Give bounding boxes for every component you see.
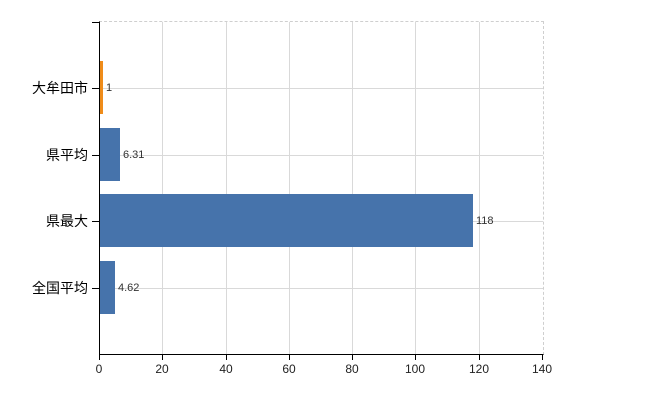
bar	[100, 61, 103, 114]
gridline-v	[226, 22, 227, 354]
bar	[100, 261, 115, 314]
bar-value-label: 118	[476, 215, 494, 227]
y-axis-tick	[92, 288, 99, 289]
x-axis-tick	[162, 355, 163, 360]
x-axis-tick	[479, 355, 480, 360]
y-axis-label: 県最大	[46, 213, 88, 229]
x-axis-tick	[352, 355, 353, 360]
x-axis-tick	[226, 355, 227, 360]
gridline-v	[162, 22, 163, 354]
x-axis-tick	[289, 355, 290, 360]
gridline-h	[100, 155, 543, 156]
gridline-v	[415, 22, 416, 354]
plot-area: 1 6.31 118 4.62	[99, 21, 544, 355]
x-axis-tick	[99, 355, 100, 360]
y-axis-label: 県平均	[46, 147, 88, 163]
bar-value-label: 6.31	[123, 149, 145, 161]
y-axis-label: 大牟田市	[32, 80, 88, 96]
x-axis-tick-label: 80	[345, 362, 359, 376]
x-axis-tick-label: 60	[282, 362, 296, 376]
gridline-v	[352, 22, 353, 354]
axis-cap-tick	[92, 22, 99, 23]
y-axis-label: 全国平均	[32, 280, 88, 296]
bar	[100, 128, 120, 181]
x-axis-tick-label: 120	[468, 362, 490, 376]
y-axis-tick	[92, 88, 99, 89]
x-axis-tick	[415, 355, 416, 360]
bar-value-label: 1	[106, 82, 113, 94]
gridline-v	[479, 22, 480, 354]
x-axis-tick-label: 100	[404, 362, 426, 376]
x-axis-tick-label: 0	[95, 362, 103, 376]
x-axis-tick-label: 20	[155, 362, 169, 376]
gridline-h	[100, 88, 543, 89]
gridline-v	[289, 22, 290, 354]
y-axis-tick	[92, 155, 99, 156]
x-axis-tick	[542, 355, 543, 360]
bar-value-label: 4.62	[118, 282, 140, 294]
y-axis-tick	[92, 221, 99, 222]
gridline-h	[100, 288, 543, 289]
x-axis-tick-label: 40	[219, 362, 233, 376]
x-axis-tick-label: 140	[531, 362, 553, 376]
bar	[100, 194, 473, 247]
